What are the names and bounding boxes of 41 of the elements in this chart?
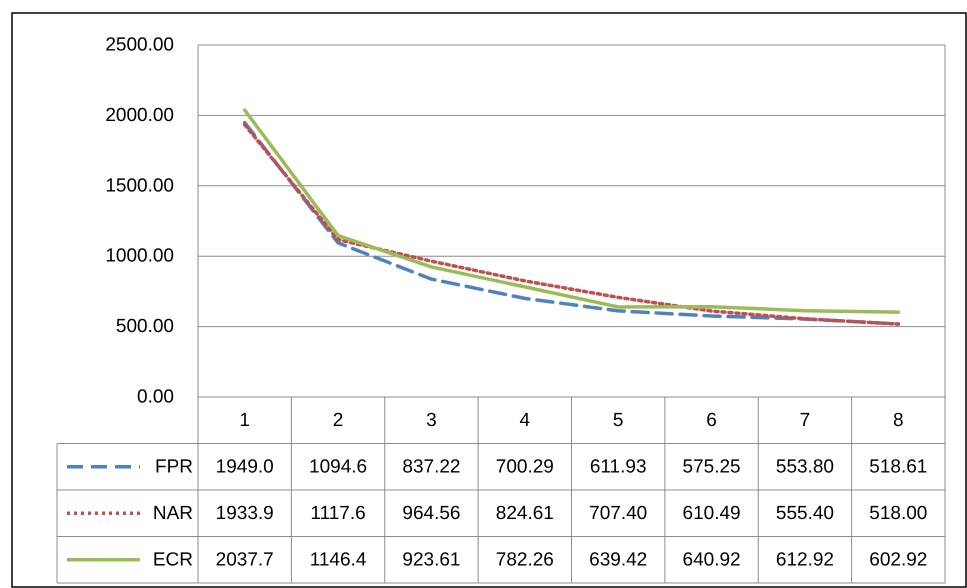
data-label: 518.00	[869, 502, 928, 524]
x-tick-label: 6	[706, 410, 717, 431]
data-label: 1949.0	[216, 456, 274, 478]
data-label: 707.40	[589, 502, 648, 524]
legend-label: FPR	[155, 456, 193, 478]
x-tick-label: 2	[332, 410, 344, 431]
data-label: 639.42	[589, 549, 648, 570]
data-label: 575.25	[682, 456, 741, 478]
y-tick-label: 500.00	[116, 316, 174, 338]
data-label: 612.92	[776, 549, 834, 570]
data-label: 837.22	[402, 456, 460, 478]
data-label: 518.61	[869, 456, 928, 478]
x-tick-label: 8	[893, 410, 904, 431]
data-label: 1933.9	[216, 502, 274, 524]
data-label: 640.92	[682, 549, 741, 570]
y-tick-label: 1000.00	[105, 246, 174, 267]
x-tick-label: 3	[426, 410, 437, 431]
x-tick-label: 5	[612, 410, 624, 431]
y-tick-label: 2500.00	[105, 34, 174, 56]
data-label: 602.92	[869, 549, 928, 570]
data-label: 782.26	[496, 549, 554, 570]
y-tick-label: 1500.00	[105, 175, 174, 196]
x-tick-label: 1	[239, 410, 250, 431]
data-label: 824.61	[496, 502, 554, 524]
data-label: 1146.4	[310, 549, 367, 570]
data-label: 700.29	[496, 456, 554, 478]
legend-label: NAR	[152, 502, 193, 524]
y-tick-label: 0.00	[137, 386, 174, 408]
x-tick-label: 4	[520, 410, 531, 431]
data-label: 2037.7	[216, 549, 274, 570]
legend-label: ECR	[152, 549, 193, 570]
data-label: 923.61	[402, 549, 460, 570]
data-label: 1094.6	[309, 456, 368, 478]
data-label: 553.80	[776, 456, 834, 478]
x-tick-label: 7	[800, 410, 810, 431]
data-label: 555.40	[776, 502, 834, 524]
y-tick-label: 2000.00	[105, 104, 174, 126]
data-label: 611.93	[590, 456, 647, 478]
data-label: 964.56	[402, 502, 460, 524]
data-label: 610.49	[682, 502, 741, 524]
data-label: 1117.6	[310, 502, 366, 524]
